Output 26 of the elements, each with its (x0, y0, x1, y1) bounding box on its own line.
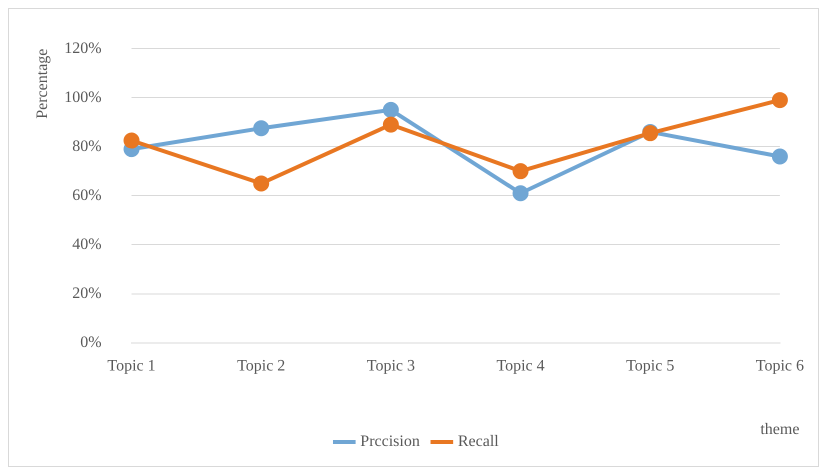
x-tick-label: Topic 4 (496, 358, 545, 375)
x-tick-label: Topic 5 (626, 358, 674, 375)
y-tick-label: 120% (64, 40, 102, 57)
point (382, 102, 399, 118)
x-axis-title: theme (760, 421, 800, 438)
x-tick-label: Topic 1 (107, 358, 156, 375)
x-tick-label: Topic 2 (237, 358, 286, 375)
point (512, 185, 529, 202)
y-tick-label: 40% (72, 236, 102, 253)
y-tick-label: 20% (72, 284, 102, 302)
y-tick-label: 100% (64, 88, 102, 106)
y-tick-label: 0% (80, 334, 102, 352)
x-tick-label: Topic 3 (366, 358, 415, 375)
x-tick-label: Topic 6 (756, 358, 804, 375)
legend-label: Prccision (360, 433, 420, 450)
y-axis-title: Percentage (34, 48, 51, 119)
legend-label: Recall (458, 433, 500, 450)
point (253, 175, 270, 192)
point (124, 132, 140, 149)
point (772, 148, 788, 164)
point (382, 116, 399, 133)
point (512, 163, 529, 180)
point (772, 92, 788, 108)
y-tick-label: 60% (72, 186, 102, 204)
y-tick-label: 80% (72, 138, 102, 155)
point (253, 120, 270, 136)
